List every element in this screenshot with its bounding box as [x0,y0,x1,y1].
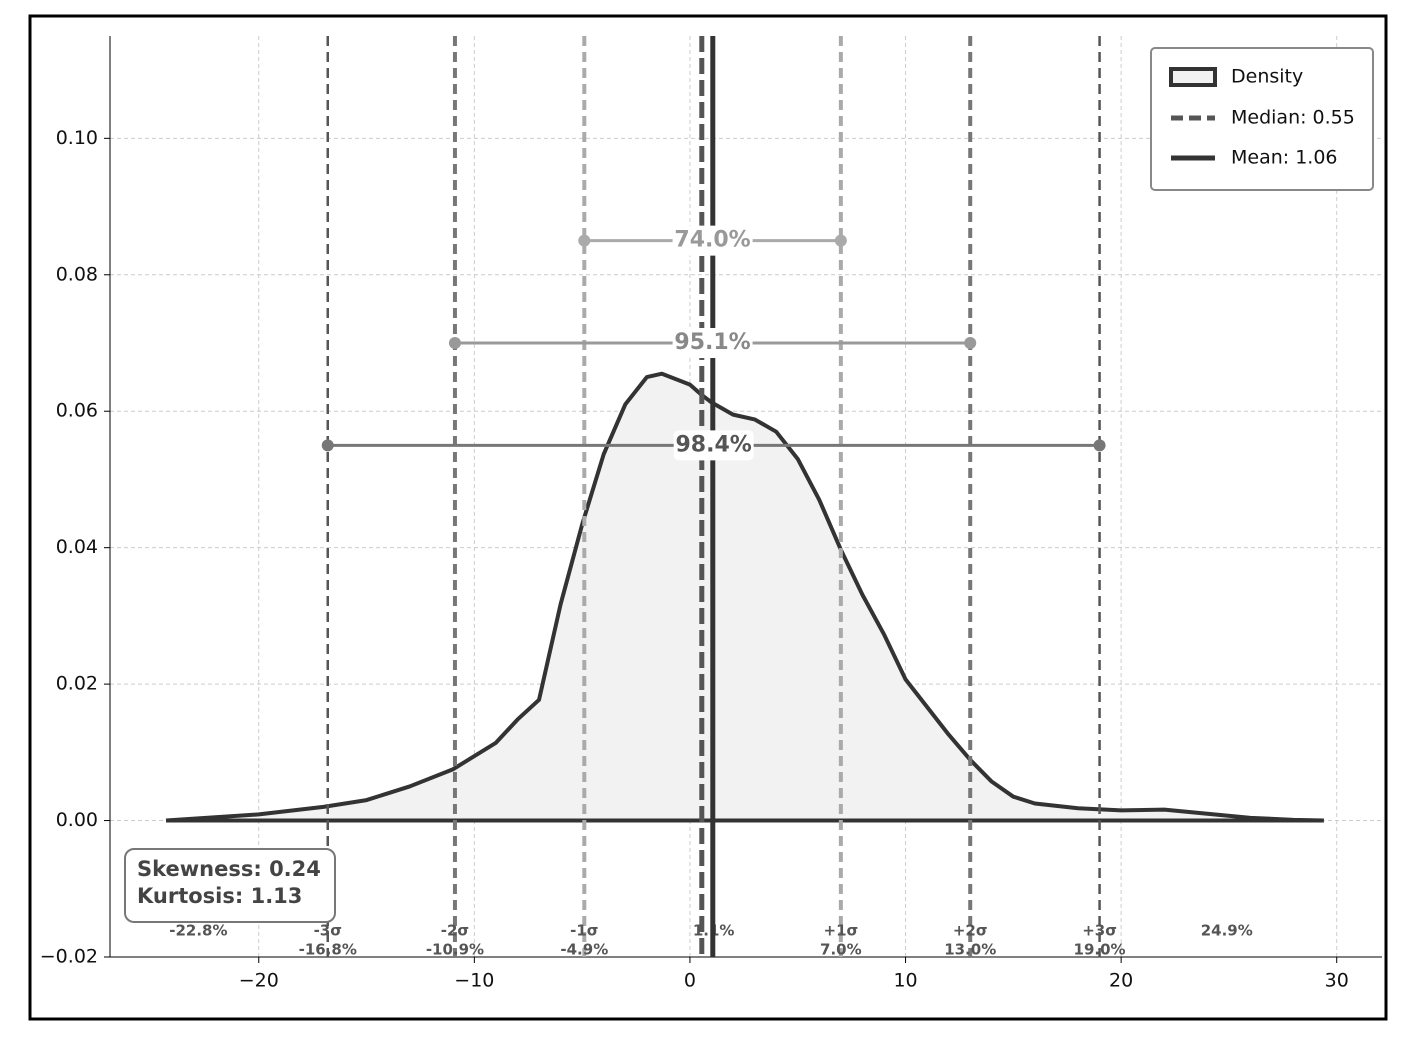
interval-label: 74.0% [674,228,750,253]
sigma-value-label: -16.8% [299,941,357,959]
density-curve [165,371,1324,823]
sigma-label: -1σ [570,922,598,940]
sigma-value-label: -4.9% [560,941,608,959]
x-tick-label: −20 [239,970,279,992]
legend-swatch [1169,67,1217,87]
y-tick-label: 0.10 [56,127,98,149]
x-tick-label: 10 [893,970,917,992]
interval-end [834,234,847,247]
sigma-label: +3σ [1082,922,1117,940]
interval-end [964,337,977,349]
interval-label-bg [673,430,754,461]
stats-box [124,848,336,923]
stats-text: Kurtosis: 1.13 [137,884,302,908]
y-tick-label: 0.00 [56,809,98,831]
sigma-value-label: 7.0% [820,941,862,959]
sigma-label: -3σ [314,922,342,940]
x-tick-label: −10 [454,970,494,992]
legend-label: Density [1231,66,1303,88]
sigma-label: -2σ [441,922,469,940]
legend-label: Mean: 1.06 [1231,147,1338,169]
sigma-value-label: 13.0% [944,941,996,959]
frame [28,14,1388,1021]
sigma-label: +2σ [953,922,988,940]
y-tick-label: −0.02 [40,946,98,968]
interval-label-bg [672,328,753,358]
legend-label: Median: 0.55 [1231,107,1355,129]
interval-end [321,439,334,452]
x-tick-label: 20 [1109,970,1133,992]
interval-end [578,234,591,247]
point-label: -22.8% [169,922,227,940]
sigma-value-label: 19.0% [1074,941,1126,959]
interval-label: 95.1% [674,330,750,355]
interval-label: 98.4% [675,432,751,457]
interval-end [1093,439,1106,452]
interval-label-bg [672,225,753,256]
y-tick-label: 0.04 [56,536,98,558]
point-label: 24.9% [1201,922,1253,940]
y-tick-label: 0.06 [56,400,98,422]
sigma-label: +1σ [824,922,859,940]
x-tick-label: 0 [684,970,696,992]
x-tick-label: 30 [1325,970,1349,992]
y-tick-label: 0.02 [56,673,98,695]
interval-end [448,337,461,349]
stats-text: Skewness: 0.24 [137,857,321,881]
sigma-value-label: -10.9% [426,941,484,959]
y-tick-label: 0.08 [56,263,98,285]
density-fill [166,373,1324,821]
